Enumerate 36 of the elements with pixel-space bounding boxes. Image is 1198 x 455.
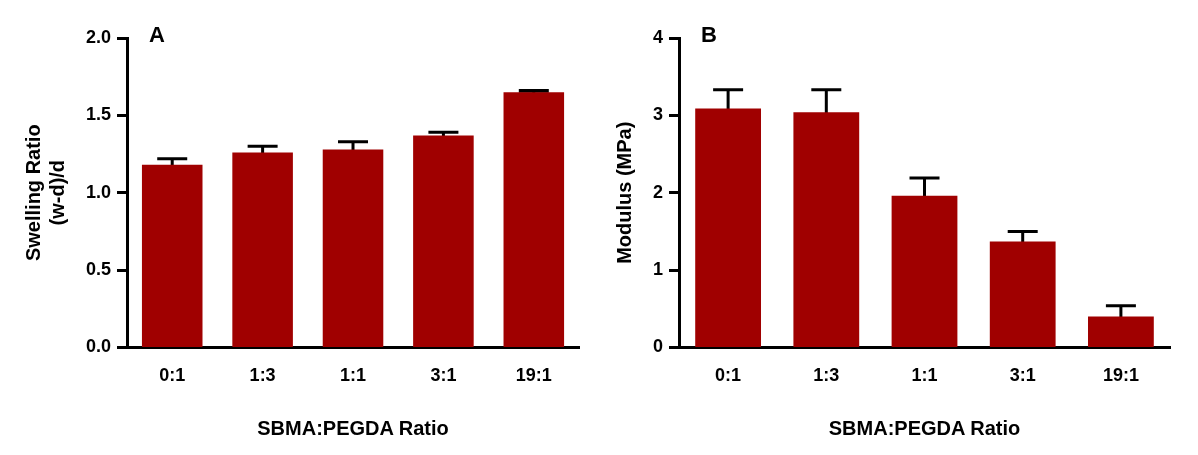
x-tick-label: 1:1 (911, 365, 938, 386)
bar (695, 108, 762, 347)
x-tick-label: 1:3 (249, 365, 276, 386)
bar (503, 92, 565, 347)
y-tick-label: 2 (653, 181, 664, 202)
y-axis-title: Modulus (MPa) (612, 121, 635, 264)
x-tick-label: 1:1 (340, 365, 367, 386)
bar (793, 112, 860, 347)
y-tick-label: 0.0 (85, 336, 112, 357)
chart-title: B (701, 22, 717, 48)
x-tick-label: 0:1 (715, 365, 742, 386)
x-tick-label: 19:1 (1102, 365, 1139, 386)
x-tick-label: 1:3 (813, 365, 840, 386)
y-tick-label: 4 (653, 26, 664, 47)
y-tick-label: 0 (653, 336, 664, 357)
x-axis-title: SBMA:PEGDA Ratio (257, 416, 449, 439)
bar (891, 195, 958, 347)
x-axis-title: SBMA:PEGDA Ratio (828, 416, 1021, 439)
y-axis-title: Swelling Ratio (w-d)/d (21, 124, 68, 262)
bar (989, 241, 1056, 347)
bar (232, 152, 293, 347)
bar (322, 149, 384, 347)
x-tick-label: 19:1 (515, 365, 552, 386)
y-tick-label: 1 (653, 259, 664, 280)
y-tick-label: 1.5 (85, 104, 112, 125)
chart-title: A (149, 22, 166, 48)
bar (141, 164, 203, 347)
bar (413, 135, 474, 347)
y-tick-label: 2.0 (85, 26, 112, 47)
x-tick-label: 0:1 (159, 365, 186, 386)
y-tick-label: 0.5 (85, 259, 112, 280)
x-tick-label: 3:1 (430, 365, 457, 386)
y-tick-label: 3 (653, 104, 664, 125)
bar (1088, 316, 1154, 347)
x-tick-label: 3:1 (1009, 365, 1036, 386)
y-tick-label: 1.0 (85, 181, 112, 202)
